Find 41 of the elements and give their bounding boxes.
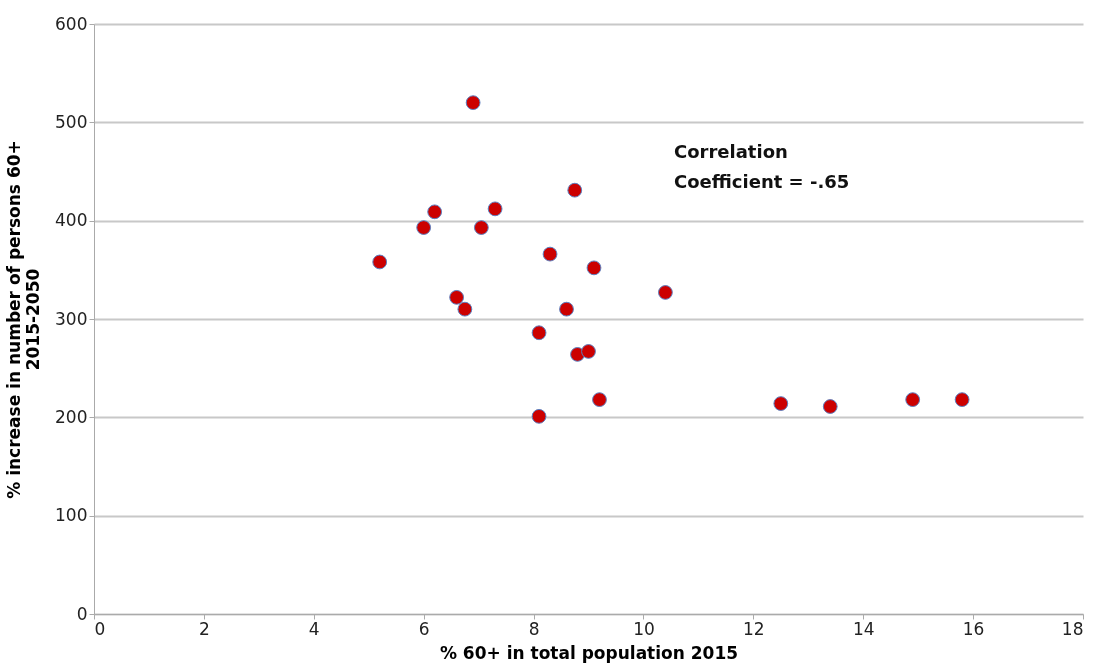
point (457, 301, 473, 317)
x-tick-label: 10 (633, 618, 655, 639)
point (427, 204, 443, 220)
x-tick-label: 18 (1061, 618, 1084, 639)
point (559, 301, 574, 317)
point (586, 260, 602, 276)
annotation: Correlation Coefficient = -.65 (674, 141, 850, 192)
point (531, 325, 547, 341)
y-tick-label: 600 (55, 13, 88, 34)
x-tick-label: 16 (962, 618, 985, 639)
point (542, 246, 558, 262)
point (416, 220, 432, 235)
x-tick-label: 6 (418, 618, 430, 639)
point (567, 182, 583, 198)
y-tick-label: 400 (55, 210, 88, 231)
point (449, 289, 465, 305)
y-tick-label: 200 (55, 406, 88, 427)
y-tick-label: 500 (55, 111, 88, 132)
point (531, 408, 547, 424)
point (487, 201, 503, 217)
x-tick-label: 2 (198, 618, 210, 639)
x-tick-label: 12 (743, 618, 765, 639)
y-axis-title: % increase in number of persons 60+ 2015-2050 (4, 140, 44, 499)
x-tick-label: 14 (852, 618, 875, 639)
point (658, 285, 673, 300)
point (773, 396, 789, 411)
y-tick-label: 300 (55, 308, 88, 329)
x-axis-title: % 60+ in total population 2015 (439, 642, 739, 663)
x-tick-label: 0 (94, 618, 106, 639)
point (581, 344, 596, 359)
point (372, 254, 388, 270)
point (822, 399, 838, 414)
point (954, 392, 970, 408)
point (473, 220, 489, 235)
x-tick-label: 8 (528, 618, 540, 639)
point (592, 392, 607, 408)
point (905, 392, 921, 408)
x-tick-label: 4 (308, 618, 320, 639)
y-tick-label: 100 (55, 505, 88, 526)
y-tick-label: 0 (76, 603, 88, 624)
point (465, 95, 481, 111)
